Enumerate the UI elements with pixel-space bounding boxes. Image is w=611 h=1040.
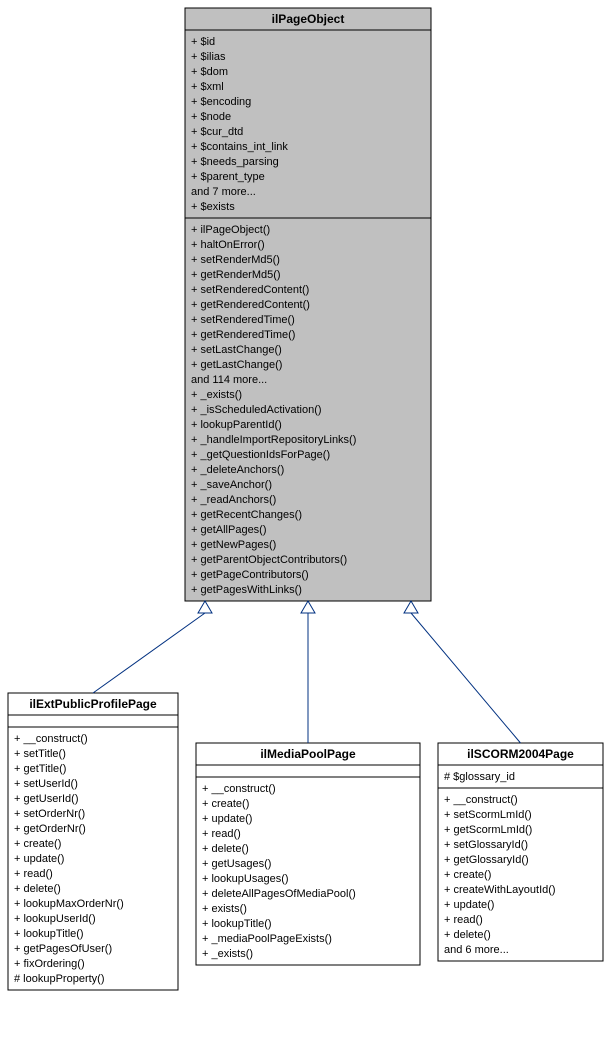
class-ilPageObject-attr-8: + $needs_parsing bbox=[191, 156, 279, 168]
class-ilPageObject-method-5: + getRenderedContent() bbox=[191, 299, 310, 311]
class-ilPageObject-attr-10: and 7 more... bbox=[191, 186, 256, 198]
class-ilMediaPoolPage: ilMediaPoolPage + __construct() + create()… bbox=[196, 743, 420, 965]
class-ilSCORM2004Page: ilSCORM2004Page # $glossary_id + __constru… bbox=[438, 743, 603, 961]
class-ilSCORM2004Page-method-2: + getScormLmId() bbox=[444, 824, 532, 836]
class-ilMediaPoolPage-method-10: + _mediaPoolPageExists() bbox=[202, 933, 332, 945]
class-ilPageObject-method-17: + _saveAnchor() bbox=[191, 479, 272, 491]
class-ilPageObject-method-8: + setLastChange() bbox=[191, 344, 282, 356]
class-ilPageObject-attr-6: + $cur_dtd bbox=[191, 126, 243, 138]
class-ilExtPublicProfilePage-method-16: # lookupProperty() bbox=[14, 973, 105, 985]
class-ilMediaPoolPage-method-5: + getUsages() bbox=[202, 858, 271, 870]
class-ilPageObject-method-22: + getParentObjectContributors() bbox=[191, 554, 347, 566]
class-ilPageObject: ilPageObject + $id + $ilias + $dom + $xml + $… bbox=[185, 8, 431, 601]
class-ilMediaPoolPage-method-2: + update() bbox=[202, 813, 252, 825]
inherit-left-arrowhead bbox=[198, 601, 212, 613]
class-ilPageObject-method-1: + haltOnError() bbox=[191, 239, 265, 251]
class-ilSCORM2004Page-method-10: and 6 more... bbox=[444, 944, 509, 956]
class-ilSCORM2004Page-method-7: + update() bbox=[444, 899, 494, 911]
class-ilPageObject-method-14: + _handleImportRepositoryLinks() bbox=[191, 434, 356, 446]
class-ilPageObject-method-7: + getRenderedTime() bbox=[191, 329, 295, 341]
class-ilPageObject-method-9: + getLastChange() bbox=[191, 359, 282, 371]
class-ilExtPublicProfilePage-method-14: + getPagesOfUser() bbox=[14, 943, 112, 955]
class-ilPageObject-method-21: + getNewPages() bbox=[191, 539, 276, 551]
class-ilPageObject-method-24: + getPagesWithLinks() bbox=[191, 584, 302, 596]
class-ilExtPublicProfilePage-method-4: + getUserId() bbox=[14, 793, 79, 805]
inherit-mid-arrowhead bbox=[301, 601, 315, 613]
class-ilPageObject-method-16: + _deleteAnchors() bbox=[191, 464, 284, 476]
class-ilPageObject-method-19: + getRecentChanges() bbox=[191, 509, 302, 521]
class-ilSCORM2004Page-attr-0: # $glossary_id bbox=[444, 771, 515, 783]
class-ilPageObject-attr-2: + $dom bbox=[191, 66, 228, 78]
class-ilPageObject-method-13: + lookupParentId() bbox=[191, 419, 282, 431]
class-ilPageObject-attr-1: + $ilias bbox=[191, 51, 226, 63]
class-ilMediaPoolPage-method-8: + exists() bbox=[202, 903, 247, 915]
class-ilPageObject-method-0: + ilPageObject() bbox=[191, 224, 270, 236]
class-ilPageObject-method-15: + _getQuestionIdsForPage() bbox=[191, 449, 330, 461]
class-ilMediaPoolPage-method-9: + lookupTitle() bbox=[202, 918, 272, 930]
class-ilExtPublicProfilePage-method-9: + read() bbox=[14, 868, 53, 880]
class-ilMediaPoolPage-method-6: + lookupUsages() bbox=[202, 873, 289, 885]
class-ilSCORM2004Page-title: ilSCORM2004Page bbox=[467, 747, 574, 761]
class-ilPageObject-method-6: + setRenderedTime() bbox=[191, 314, 295, 326]
class-ilSCORM2004Page-method-4: + getGlossaryId() bbox=[444, 854, 529, 866]
class-ilSCORM2004Page-method-3: + setGlossaryId() bbox=[444, 839, 528, 851]
class-ilPageObject-attr-0: + $id bbox=[191, 36, 215, 48]
class-ilExtPublicProfilePage-method-6: + getOrderNr() bbox=[14, 823, 86, 835]
class-ilPageObject-method-18: + _readAnchors() bbox=[191, 494, 276, 506]
class-ilPageObject-method-4: + setRenderedContent() bbox=[191, 284, 309, 296]
class-ilExtPublicProfilePage-title: ilExtPublicProfilePage bbox=[29, 697, 157, 711]
class-ilSCORM2004Page-method-9: + delete() bbox=[444, 929, 491, 941]
class-ilMediaPoolPage-method-3: + read() bbox=[202, 828, 241, 840]
class-ilExtPublicProfilePage-method-1: + setTitle() bbox=[14, 748, 66, 760]
class-ilPageObject-method-10: and 114 more... bbox=[191, 374, 267, 386]
class-ilExtPublicProfilePage: ilExtPublicProfilePage + __construct() + s… bbox=[8, 693, 178, 990]
class-ilPageObject-method-23: + getPageContributors() bbox=[191, 569, 309, 581]
class-ilPageObject-attr-9: + $parent_type bbox=[191, 171, 265, 183]
class-ilPageObject-method-3: + getRenderMd5() bbox=[191, 269, 281, 281]
inherit-right-arrowhead bbox=[404, 601, 418, 613]
class-ilSCORM2004Page-method-8: + read() bbox=[444, 914, 483, 926]
class-ilMediaPoolPage-method-0: + __construct() bbox=[202, 783, 276, 795]
class-ilSCORM2004Page-method-0: + __construct() bbox=[444, 794, 518, 806]
class-ilExtPublicProfilePage-method-10: + delete() bbox=[14, 883, 61, 895]
class-ilExtPublicProfilePage-method-2: + getTitle() bbox=[14, 763, 66, 775]
class-ilPageObject-method-11: + _exists() bbox=[191, 389, 242, 401]
class-ilPageObject-attr-7: + $contains_int_link bbox=[191, 141, 288, 153]
class-ilMediaPoolPage-title: ilMediaPoolPage bbox=[260, 747, 356, 761]
class-ilSCORM2004Page-method-6: + createWithLayoutId() bbox=[444, 884, 556, 896]
class-ilExtPublicProfilePage-method-13: + lookupTitle() bbox=[14, 928, 84, 940]
class-ilSCORM2004Page-method-5: + create() bbox=[444, 869, 491, 881]
class-ilExtPublicProfilePage-method-7: + create() bbox=[14, 838, 61, 850]
class-ilPageObject-attr-3: + $xml bbox=[191, 81, 224, 93]
class-ilExtPublicProfilePage-method-12: + lookupUserId() bbox=[14, 913, 96, 925]
class-ilExtPublicProfilePage-method-11: + lookupMaxOrderNr() bbox=[14, 898, 124, 910]
class-ilPageObject-method-12: + _isScheduledActivation() bbox=[191, 404, 322, 416]
class-ilMediaPoolPage-method-11: + _exists() bbox=[202, 948, 253, 960]
inherit-right-line bbox=[411, 613, 521, 743]
class-ilMediaPoolPage-method-7: + deleteAllPagesOfMediaPool() bbox=[202, 888, 356, 900]
class-ilPageObject-attr-5: + $node bbox=[191, 111, 231, 123]
class-ilPageObject-attr-4: + $encoding bbox=[191, 96, 251, 108]
inherit-left-line bbox=[93, 613, 205, 693]
class-ilExtPublicProfilePage-method-3: + setUserId() bbox=[14, 778, 78, 790]
class-ilExtPublicProfilePage-method-15: + fixOrdering() bbox=[14, 958, 85, 970]
class-ilPageObject-title: ilPageObject bbox=[272, 12, 345, 26]
class-ilMediaPoolPage-method-1: + create() bbox=[202, 798, 249, 810]
class-ilSCORM2004Page-method-1: + setScormLmId() bbox=[444, 809, 532, 821]
class-ilExtPublicProfilePage-method-8: + update() bbox=[14, 853, 64, 865]
class-ilExtPublicProfilePage-method-5: + setOrderNr() bbox=[14, 808, 85, 820]
class-ilPageObject-method-20: + getAllPages() bbox=[191, 524, 267, 536]
class-ilMediaPoolPage-method-4: + delete() bbox=[202, 843, 249, 855]
class-ilPageObject-attr-11: + $exists bbox=[191, 201, 235, 213]
class-ilPageObject-method-2: + setRenderMd5() bbox=[191, 254, 280, 266]
class-ilExtPublicProfilePage-method-0: + __construct() bbox=[14, 733, 88, 745]
